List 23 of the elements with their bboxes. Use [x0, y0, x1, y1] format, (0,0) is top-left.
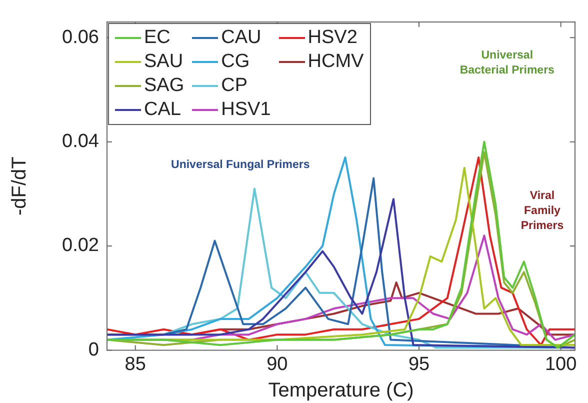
x-tick-label: 95 — [408, 354, 430, 375]
x-tick-label: 90 — [266, 354, 288, 375]
legend-label: CAU — [220, 26, 262, 50]
x-axis-title: Temperature (C) — [268, 380, 414, 402]
legend-label: SAG — [143, 74, 184, 98]
x-tick-label: 85 — [124, 354, 146, 375]
y-tick-label: 0.02 — [62, 235, 99, 256]
legend-label: EC — [143, 26, 172, 50]
y-tick-label: 0.06 — [62, 26, 99, 48]
legend-label: CAL — [143, 98, 182, 122]
legend-label: HSV2 — [306, 26, 358, 50]
legend-label: HCMV — [306, 50, 364, 74]
legend-label: HSV1 — [220, 98, 271, 122]
y-axis-title: -dF/dT — [8, 156, 31, 216]
x-tick-label: 100 — [544, 354, 577, 375]
legend-label: CP — [220, 74, 249, 98]
legend-label: CG — [220, 50, 251, 74]
y-tick-label: 0.04 — [62, 131, 100, 152]
y-tick-label: 0 — [88, 339, 99, 360]
legend-label: SAU — [143, 50, 184, 74]
annotation: Viral Family Primers — [520, 190, 564, 232]
annotation: Universal Bacterial Primers — [460, 50, 554, 77]
annotation: Universal Fungal Primers — [171, 158, 310, 171]
